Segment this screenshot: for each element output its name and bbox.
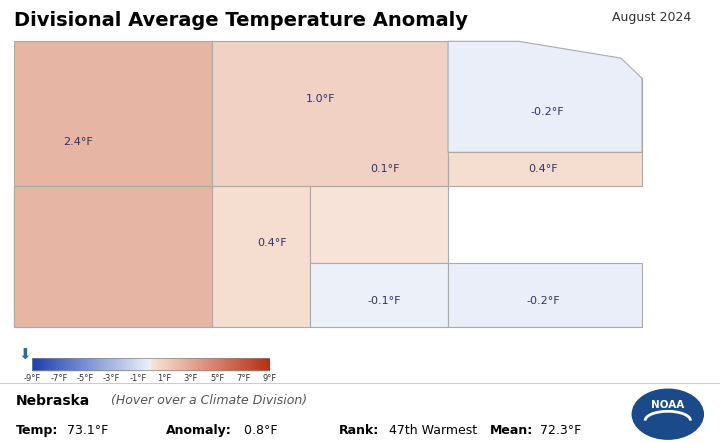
Polygon shape [310, 264, 448, 327]
Text: -3°F: -3°F [103, 374, 120, 383]
Text: 2.4°F: 2.4°F [63, 137, 92, 147]
Text: (Hover over a Climate Division): (Hover over a Climate Division) [107, 394, 307, 407]
Text: -9°F: -9°F [24, 374, 41, 383]
Text: Mean:: Mean: [490, 424, 533, 437]
Text: 47th Warmest: 47th Warmest [385, 424, 477, 437]
Text: NOAA: NOAA [651, 400, 685, 410]
Text: 0.8°F: 0.8°F [240, 424, 278, 437]
Polygon shape [448, 41, 642, 152]
Text: 0.1°F: 0.1°F [370, 164, 400, 174]
Text: 73.1°F: 73.1°F [63, 424, 108, 437]
Text: -1°F: -1°F [130, 374, 147, 383]
Text: Temp:: Temp: [16, 424, 58, 437]
Text: 72.3°F: 72.3°F [536, 424, 582, 437]
Text: -0.2°F: -0.2°F [530, 107, 564, 117]
Text: 3°F: 3°F [184, 374, 198, 383]
Text: 0.4°F: 0.4°F [528, 164, 558, 174]
Text: -0.2°F: -0.2°F [526, 295, 560, 306]
Bar [32, 358, 270, 370]
Text: -7°F: -7°F [50, 374, 68, 383]
Polygon shape [212, 186, 310, 327]
Text: 0.4°F: 0.4°F [257, 238, 287, 248]
Text: -0.1°F: -0.1°F [368, 295, 401, 306]
Text: 1.0°F: 1.0°F [306, 93, 336, 104]
Polygon shape [310, 186, 448, 264]
Text: -5°F: -5°F [76, 374, 94, 383]
Text: Rank:: Rank: [338, 424, 379, 437]
Text: 9°F: 9°F [263, 374, 277, 383]
Text: Divisional Average Temperature Anomaly: Divisional Average Temperature Anomaly [14, 11, 469, 30]
Text: Nebraska: Nebraska [16, 394, 90, 408]
Polygon shape [448, 78, 642, 186]
Text: Anomaly:: Anomaly: [166, 424, 231, 437]
Polygon shape [448, 264, 642, 327]
Text: 1°F: 1°F [157, 374, 171, 383]
Text: 7°F: 7°F [236, 374, 251, 383]
Polygon shape [212, 41, 448, 186]
Text: ⬇: ⬇ [18, 348, 31, 363]
Text: 5°F: 5°F [210, 374, 225, 383]
Polygon shape [14, 41, 212, 327]
Text: August 2024: August 2024 [612, 11, 691, 24]
Polygon shape [14, 186, 212, 327]
Circle shape [632, 389, 703, 439]
